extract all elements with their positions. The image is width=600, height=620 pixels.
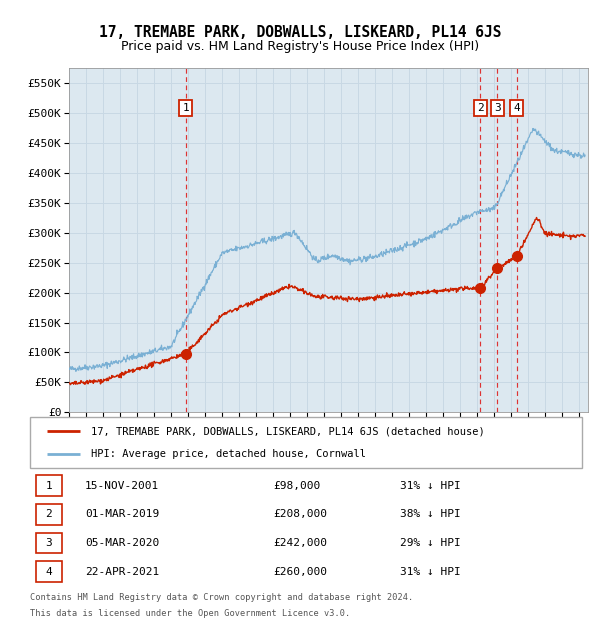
FancyBboxPatch shape	[30, 417, 582, 468]
Text: Price paid vs. HM Land Registry's House Price Index (HPI): Price paid vs. HM Land Registry's House …	[121, 40, 479, 53]
Text: This data is licensed under the Open Government Licence v3.0.: This data is licensed under the Open Gov…	[30, 609, 350, 618]
Text: 22-APR-2021: 22-APR-2021	[85, 567, 160, 577]
Text: 3: 3	[494, 103, 500, 113]
Text: HPI: Average price, detached house, Cornwall: HPI: Average price, detached house, Corn…	[91, 450, 366, 459]
FancyBboxPatch shape	[35, 475, 62, 496]
Text: £242,000: £242,000	[273, 538, 327, 548]
Text: 4: 4	[513, 103, 520, 113]
Text: 29% ↓ HPI: 29% ↓ HPI	[400, 538, 461, 548]
Text: 2: 2	[477, 103, 484, 113]
Text: Contains HM Land Registry data © Crown copyright and database right 2024.: Contains HM Land Registry data © Crown c…	[30, 593, 413, 601]
Text: 4: 4	[46, 567, 52, 577]
Text: 3: 3	[46, 538, 52, 548]
Text: 05-MAR-2020: 05-MAR-2020	[85, 538, 160, 548]
Text: 1: 1	[182, 103, 189, 113]
Text: £208,000: £208,000	[273, 509, 327, 519]
Text: 31% ↓ HPI: 31% ↓ HPI	[400, 567, 461, 577]
Text: £260,000: £260,000	[273, 567, 327, 577]
FancyBboxPatch shape	[35, 504, 62, 525]
Text: 38% ↓ HPI: 38% ↓ HPI	[400, 509, 461, 519]
Text: 17, TREMABE PARK, DOBWALLS, LISKEARD, PL14 6JS: 17, TREMABE PARK, DOBWALLS, LISKEARD, PL…	[99, 25, 501, 40]
Text: 31% ↓ HPI: 31% ↓ HPI	[400, 480, 461, 490]
Text: 15-NOV-2001: 15-NOV-2001	[85, 480, 160, 490]
FancyBboxPatch shape	[35, 561, 62, 582]
Text: 1: 1	[46, 480, 52, 490]
Text: 2: 2	[46, 509, 52, 519]
Text: 17, TREMABE PARK, DOBWALLS, LISKEARD, PL14 6JS (detached house): 17, TREMABE PARK, DOBWALLS, LISKEARD, PL…	[91, 427, 484, 436]
FancyBboxPatch shape	[35, 533, 62, 553]
Text: 01-MAR-2019: 01-MAR-2019	[85, 509, 160, 519]
Text: £98,000: £98,000	[273, 480, 320, 490]
